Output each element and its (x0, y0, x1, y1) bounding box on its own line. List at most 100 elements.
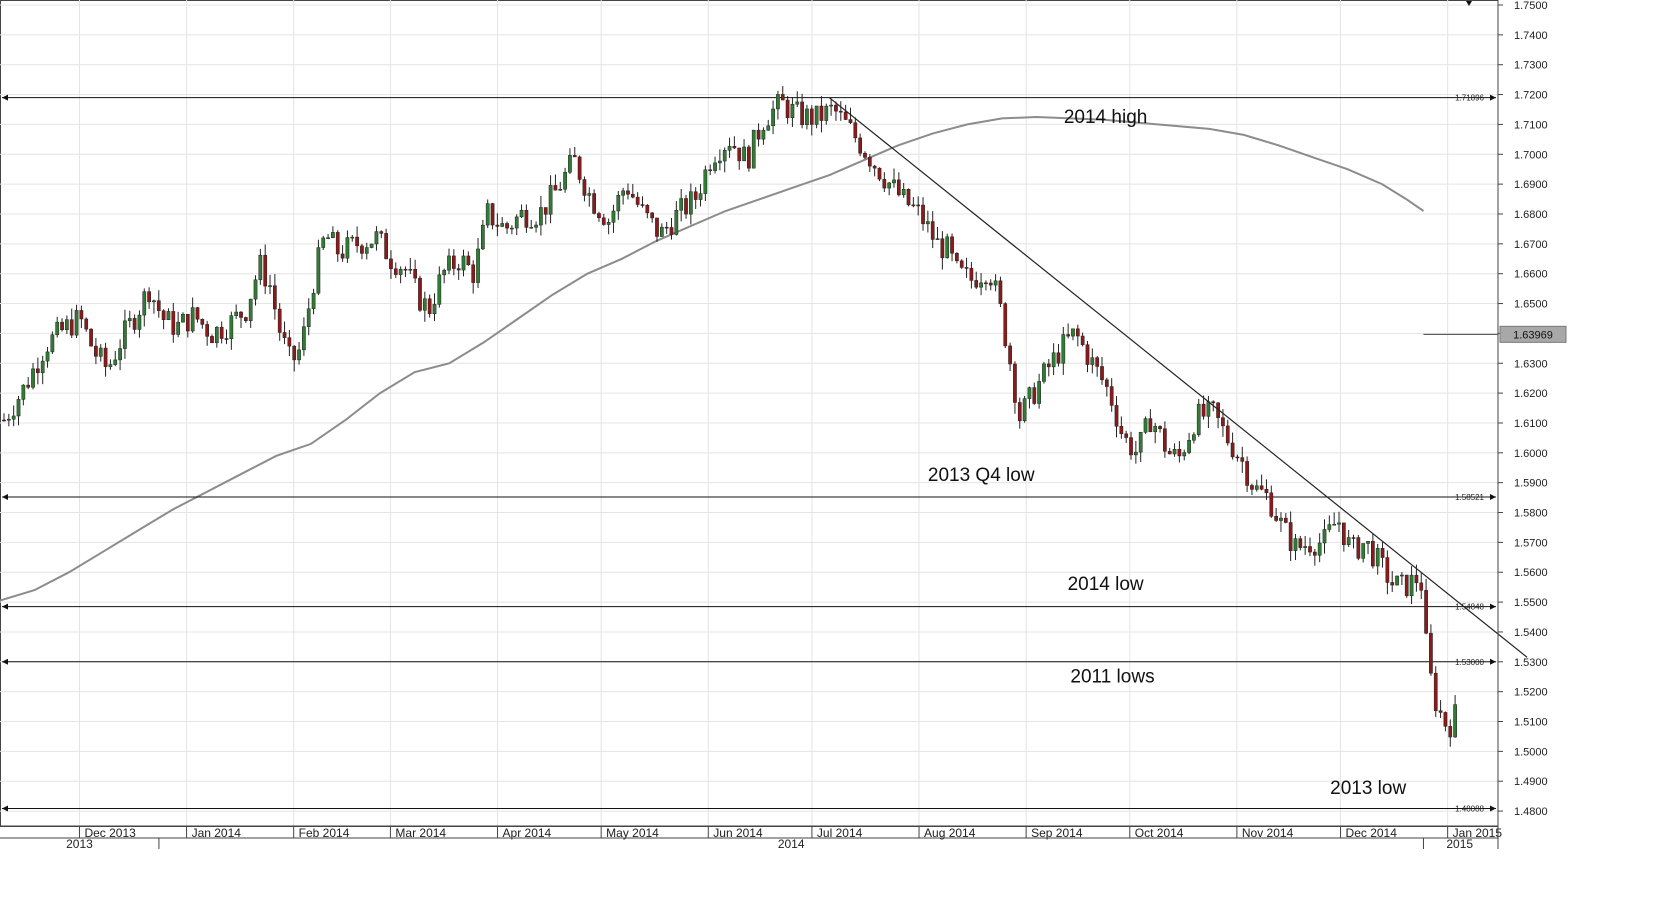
candle-body (1438, 710, 1443, 713)
candle-body (630, 194, 635, 198)
y-tick-label: 1.5700 (1514, 537, 1548, 549)
candle-body (403, 268, 408, 271)
candle-body (1250, 485, 1254, 490)
level-value-label: 1.48088 (1455, 804, 1484, 813)
candle-body (505, 223, 509, 229)
y-tick-label: 1.5500 (1514, 597, 1548, 609)
level-value-label: 1.58521 (1455, 493, 1484, 502)
y-tick-label: 1.5800 (1514, 508, 1548, 520)
candle-body (277, 308, 282, 333)
candle-body (224, 338, 229, 340)
candle-body (26, 384, 31, 388)
candle-body (838, 110, 843, 113)
candle-body (848, 119, 853, 123)
candle-body (1371, 541, 1375, 567)
candle-body (1182, 452, 1187, 457)
y-tick-label: 1.6600 (1514, 269, 1548, 281)
candle-body (926, 221, 930, 225)
candle-body (1225, 425, 1230, 444)
candle-body (1443, 712, 1448, 727)
candle-body (253, 279, 258, 300)
candle-body (998, 280, 1003, 304)
level-arrow-left (2, 805, 8, 812)
candle-body (1380, 548, 1385, 558)
y-tick-label: 1.7300 (1514, 60, 1548, 72)
candle-body (655, 217, 659, 237)
candle-body (955, 253, 959, 262)
candle-body (1163, 428, 1167, 452)
candle-body (988, 282, 993, 286)
y-tick-label: 1.6900 (1514, 179, 1548, 191)
candle-body (1027, 387, 1032, 399)
candle-body (1230, 442, 1235, 458)
candle-body (708, 169, 713, 172)
candle-body (858, 137, 862, 154)
candle-body (326, 237, 330, 239)
candle-body (558, 188, 563, 191)
candle-body (669, 227, 674, 235)
candle-body (1051, 352, 1056, 368)
candle-body (1187, 439, 1191, 453)
y-tick-label: 1.7500 (1514, 0, 1548, 12)
candle-body (568, 155, 572, 173)
candle-body (1042, 363, 1046, 382)
month-label: May 2014 (606, 826, 659, 840)
candle-body (519, 210, 524, 218)
candle-body (1172, 448, 1177, 455)
candle-body (1235, 456, 1240, 459)
candle-body (1143, 418, 1148, 433)
candle-body (427, 298, 432, 314)
candle-body (374, 231, 379, 245)
candle-body (814, 105, 819, 125)
candle-body (1337, 522, 1341, 525)
candle-body (834, 104, 838, 112)
candle-body (621, 190, 625, 196)
candle-body (11, 415, 16, 420)
candle-body (490, 203, 495, 226)
candle-body (935, 238, 940, 240)
candle-body (732, 146, 737, 149)
candle-body (398, 268, 403, 275)
y-tick-label: 1.7400 (1514, 30, 1548, 42)
candle-body (887, 182, 892, 189)
candle-body (747, 146, 751, 169)
y-tick-label: 1.6500 (1514, 299, 1548, 311)
candle-body (1124, 433, 1129, 438)
y-tick-label: 1.7200 (1514, 90, 1548, 102)
candle-body (1022, 398, 1027, 422)
month-label: Jun 2014 (713, 826, 763, 840)
trendline-layer (828, 97, 1528, 658)
candle-body (1361, 543, 1366, 559)
candle-body (166, 311, 171, 321)
candle-body (1046, 363, 1051, 368)
candle-body (258, 254, 263, 281)
candle-body (31, 368, 35, 388)
candle-body (1433, 672, 1438, 711)
candle-body (1100, 366, 1104, 381)
candle-body (645, 205, 650, 214)
candle-body (94, 345, 98, 357)
candle-body (572, 155, 577, 158)
candle-body (1196, 403, 1201, 435)
candle-body (877, 167, 882, 180)
candle-body (718, 160, 722, 164)
y-tick-label: 1.5000 (1514, 746, 1548, 758)
candle-body (1240, 457, 1245, 462)
candle-body (853, 122, 858, 139)
candle-body (65, 319, 69, 330)
candle-body (369, 243, 374, 248)
candle-body (882, 178, 887, 189)
candle-body (171, 311, 176, 335)
candle-body (84, 318, 89, 330)
candles-layer (2, 86, 1457, 747)
candle-body (21, 384, 26, 400)
month-label: Aug 2014 (924, 826, 976, 840)
candle-body (1245, 461, 1249, 486)
level-arrow-left (2, 493, 8, 500)
candle-body (181, 313, 185, 323)
candle-body (1429, 632, 1433, 674)
candle-body (461, 255, 466, 271)
candle-body (727, 146, 732, 151)
candle-body (790, 103, 795, 119)
candle-body (1134, 451, 1138, 456)
